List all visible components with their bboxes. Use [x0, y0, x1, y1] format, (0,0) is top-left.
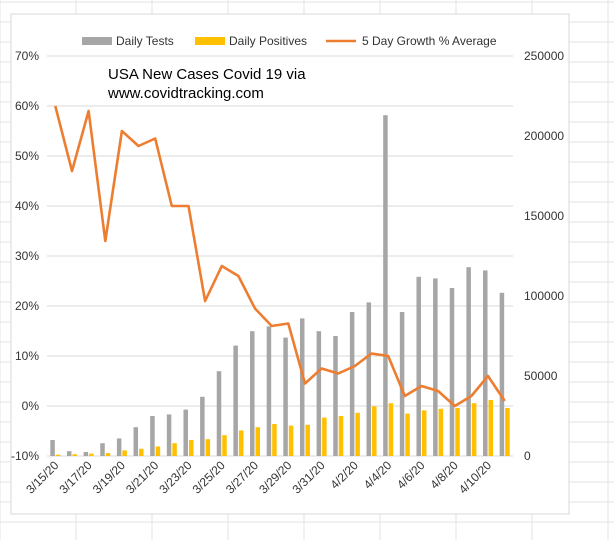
bar-daily-tests — [449, 288, 455, 456]
bar-daily-positives — [305, 424, 310, 456]
bar-daily-positives — [55, 454, 61, 456]
legend-label-growth-average: 5 Day Growth % Average — [362, 34, 497, 48]
bar-daily-positives — [388, 403, 394, 456]
bar-daily-positives — [455, 408, 460, 456]
bar-daily-tests — [383, 115, 388, 456]
bar-daily-positives — [72, 454, 77, 456]
bar-daily-tests — [216, 371, 222, 456]
bar-daily-tests — [233, 345, 238, 456]
bar-daily-positives — [89, 453, 94, 456]
chart-subtitle: www.covidtracking.com — [107, 85, 264, 102]
left-tick-label: 40% — [15, 199, 39, 213]
bar-daily-positives — [122, 450, 127, 456]
bar-daily-positives — [238, 430, 244, 456]
bar-daily-positives — [188, 440, 194, 456]
left-tick-label: 30% — [15, 249, 39, 263]
legend-swatch-daily-tests — [82, 37, 112, 45]
right-tick-label: 250000 — [524, 49, 564, 63]
bar-daily-tests — [183, 409, 188, 456]
bar-daily-positives — [438, 408, 444, 456]
right-tick-label: 0 — [524, 449, 531, 463]
bar-daily-positives — [488, 400, 494, 456]
bar-daily-positives — [255, 427, 261, 456]
left-tick-label: 50% — [15, 149, 39, 163]
bar-daily-tests — [333, 336, 338, 456]
daily-tests-bars — [50, 115, 505, 456]
left-tick-label: 10% — [15, 349, 39, 363]
bar-daily-positives — [372, 406, 377, 456]
left-tick-label: -10% — [11, 449, 39, 463]
bar-daily-positives — [505, 408, 510, 456]
bar-daily-positives — [139, 448, 144, 456]
bar-daily-tests — [250, 331, 255, 456]
left-tick-label: 0% — [22, 399, 40, 413]
daily-positives-bars — [55, 400, 510, 456]
right-axis-ticks: 0 50000 100000 150000 200000 250000 — [524, 49, 564, 463]
bar-daily-tests — [299, 318, 305, 456]
left-axis-ticks: -10% 0% 10% 20% 30% 40% 50% 60% 70% — [11, 49, 39, 463]
bar-daily-positives — [155, 446, 161, 456]
bar-daily-tests — [349, 312, 355, 456]
bar-daily-positives — [105, 453, 111, 456]
bar-daily-positives — [471, 403, 477, 456]
bar-daily-positives — [205, 439, 211, 456]
legend: Daily Tests Daily Positives 5 Day Growth… — [82, 34, 497, 48]
bar-daily-tests — [116, 438, 122, 456]
legend-label-daily-tests: Daily Tests — [116, 34, 174, 48]
legend-swatch-daily-positives — [195, 37, 225, 45]
left-tick-label: 60% — [15, 99, 39, 113]
bar-daily-tests — [266, 326, 272, 456]
bar-daily-tests — [433, 278, 438, 456]
bar-daily-positives — [272, 424, 277, 456]
bar-daily-tests — [283, 337, 288, 456]
bar-daily-tests — [483, 270, 488, 456]
bar-daily-tests — [366, 302, 372, 456]
bar-daily-positives — [322, 417, 327, 456]
left-tick-label: 20% — [15, 299, 39, 313]
bar-daily-positives — [355, 412, 360, 456]
bar-daily-positives — [338, 416, 344, 456]
bar-daily-tests — [133, 427, 139, 456]
chart-title: USA New Cases Covid 19 via — [108, 66, 306, 83]
bar-daily-positives — [172, 443, 177, 456]
bar-daily-tests — [200, 396, 205, 456]
bar-daily-tests — [499, 292, 505, 456]
bar-daily-positives — [405, 413, 410, 456]
legend-label-daily-positives: Daily Positives — [229, 34, 307, 48]
bar-daily-tests — [83, 452, 89, 456]
bar-daily-tests — [66, 451, 72, 456]
bar-daily-tests — [100, 443, 105, 456]
bar-daily-tests — [166, 414, 172, 456]
bar-daily-tests — [150, 416, 155, 456]
bar-daily-tests — [466, 267, 471, 456]
bar-daily-positives — [421, 410, 427, 456]
left-tick-label: 70% — [15, 49, 39, 63]
right-tick-label: 150000 — [524, 209, 564, 223]
right-tick-label: 100000 — [524, 289, 564, 303]
growth-average-line — [54, 105, 506, 408]
growth-line-series — [54, 105, 506, 408]
bar-daily-tests — [50, 440, 55, 456]
bar-daily-positives — [222, 435, 227, 456]
bar-daily-positives — [288, 425, 294, 456]
bar-daily-tests — [316, 331, 322, 456]
right-tick-label: 200000 — [524, 129, 564, 143]
right-tick-label: 50000 — [524, 369, 558, 383]
bar-daily-tests — [399, 312, 405, 456]
bar-daily-tests — [416, 276, 421, 456]
